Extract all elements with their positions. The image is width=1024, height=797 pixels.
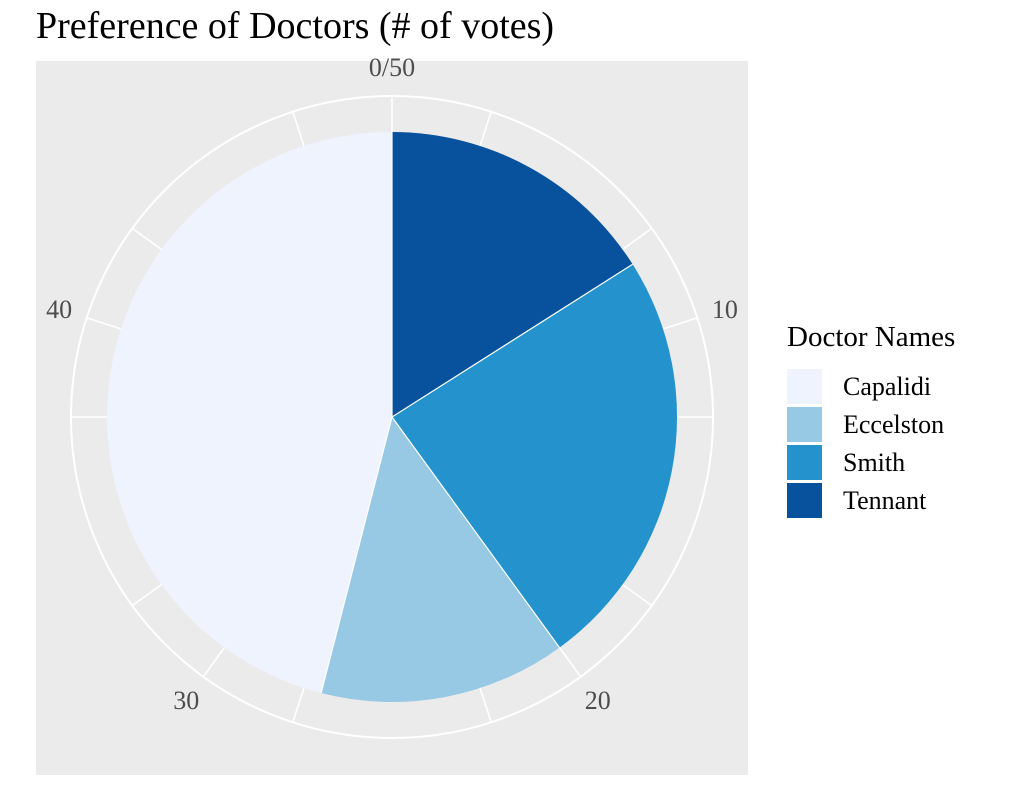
legend-label: Tennant (843, 486, 927, 515)
legend-swatch-tennant (787, 483, 822, 518)
slice-divider (391, 416, 561, 648)
slice-divider (320, 416, 393, 694)
pie-slices (107, 132, 677, 702)
legend-swatch-capalidi (787, 369, 822, 404)
angle-tick-labels: 0/50 10 20 30 40 (46, 53, 738, 715)
tick-label: 0/50 (369, 53, 415, 82)
pie-slice-smith (392, 264, 677, 648)
tick-label: 30 (173, 686, 199, 715)
legend-label: Eccelston (843, 410, 944, 439)
legend: Capalidi Eccelston Smith Tennant (787, 369, 944, 518)
pie-slice-tennant (392, 132, 633, 417)
legend-label: Capalidi (843, 372, 931, 401)
chart-title: Preference of Doctors (# of votes) (36, 5, 554, 47)
pie-slice-capalidi (107, 132, 393, 694)
legend-swatch-eccelston (787, 407, 822, 442)
legend-label: Smith (843, 448, 905, 477)
tick-label: 40 (46, 295, 72, 324)
pie-slice-eccelston (321, 417, 560, 702)
tick-label: 10 (712, 295, 738, 324)
tick-label: 20 (585, 686, 611, 715)
legend-swatch-smith (787, 445, 822, 480)
legend-title: Doctor Names (787, 321, 955, 353)
slice-divider (391, 263, 633, 418)
